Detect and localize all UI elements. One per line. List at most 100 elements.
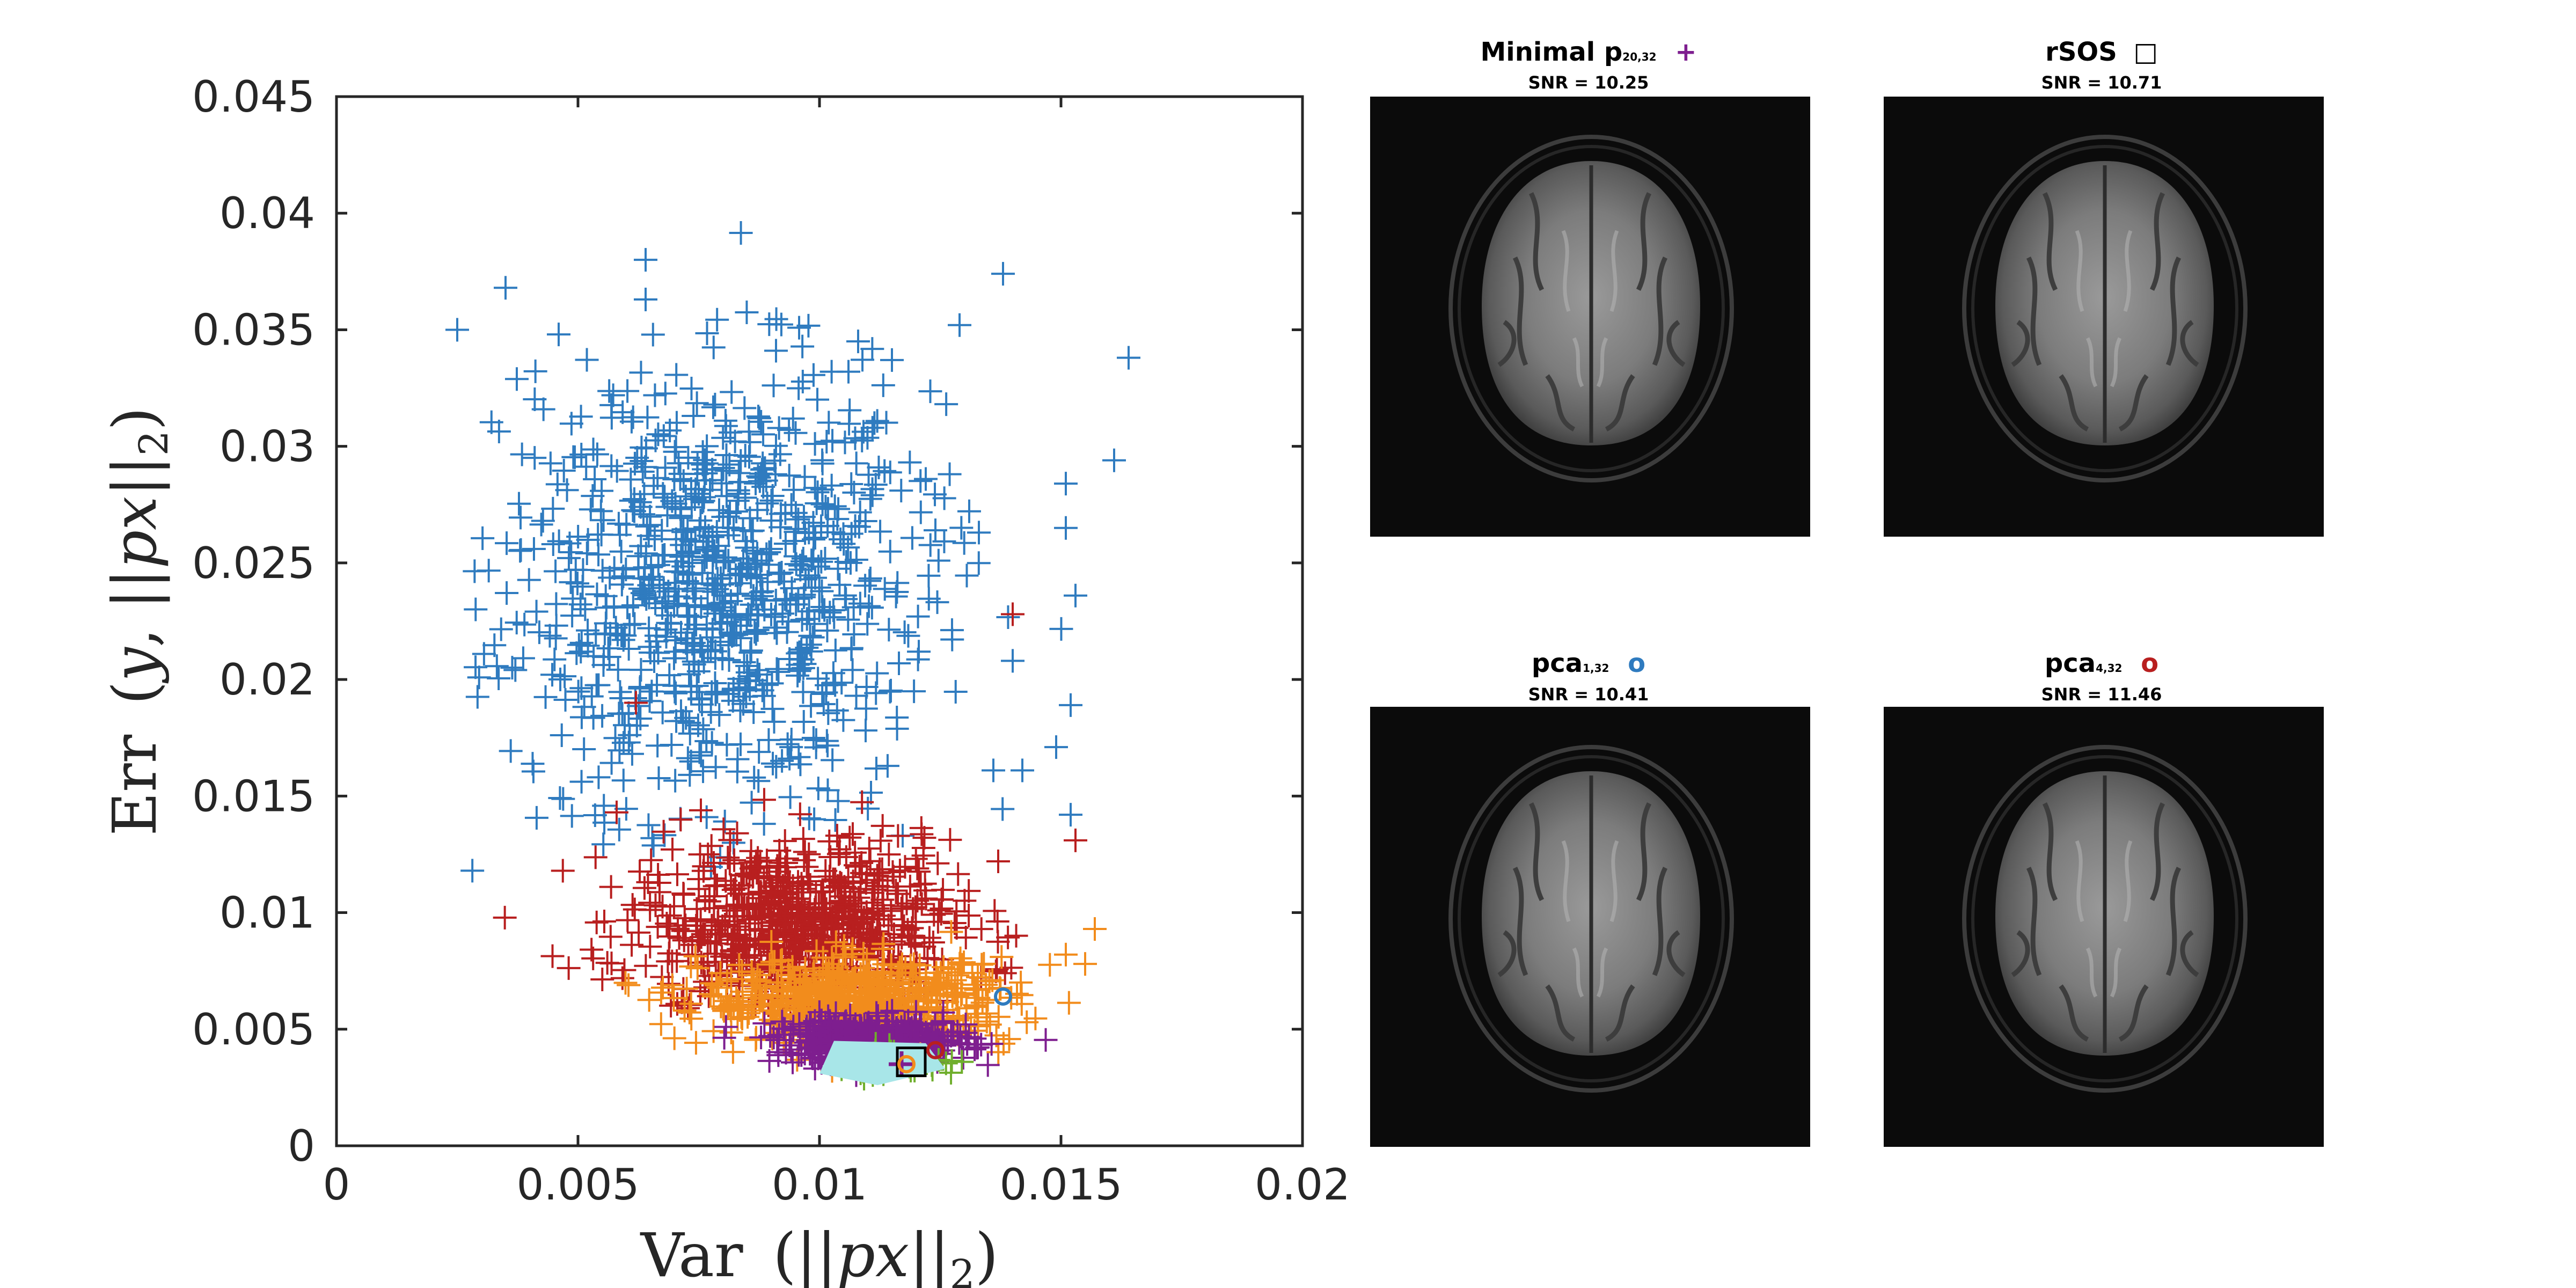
data-point — [752, 788, 776, 812]
data-point — [885, 971, 910, 995]
data-point — [803, 566, 828, 590]
data-point — [870, 814, 895, 838]
data-point — [931, 1000, 955, 1024]
data-point — [464, 655, 488, 679]
orange-circle-marker — [897, 1055, 916, 1073]
data-point — [794, 1018, 818, 1042]
data-point — [1038, 953, 1062, 977]
data-point — [875, 875, 899, 899]
data-point — [445, 318, 469, 342]
data-point — [1059, 693, 1082, 717]
data-point — [613, 713, 637, 737]
data-point — [634, 954, 658, 978]
data-point — [538, 624, 562, 648]
data-point — [868, 519, 892, 544]
data-point — [731, 518, 755, 543]
data-point — [637, 988, 661, 1012]
data-point — [759, 488, 784, 513]
data-point — [793, 840, 817, 864]
data-point — [750, 548, 774, 573]
data-point — [976, 1053, 1000, 1077]
data-point — [833, 892, 858, 917]
y-tick-label: 0.015 — [192, 771, 315, 821]
data-point — [902, 1013, 926, 1037]
data-point — [788, 802, 812, 826]
data-point — [632, 876, 656, 900]
data-point — [807, 598, 831, 623]
data-point — [967, 521, 991, 545]
circle-symbol-icon: o — [1628, 648, 1645, 678]
data-point — [649, 1012, 673, 1036]
data-point — [635, 515, 659, 539]
data-point — [494, 276, 517, 300]
data-point — [778, 785, 802, 809]
data-point — [909, 500, 933, 524]
data-point — [727, 953, 751, 977]
data-point — [775, 732, 800, 756]
data-point — [716, 548, 741, 573]
data-point — [888, 859, 912, 883]
data-point — [879, 678, 903, 702]
data-point — [667, 584, 691, 609]
data-point — [638, 635, 662, 659]
data-point — [1059, 803, 1082, 827]
data-point — [650, 700, 675, 724]
data-point — [663, 559, 687, 583]
data-point — [854, 697, 878, 721]
data-point — [611, 400, 635, 425]
data-point — [824, 930, 848, 954]
data-point — [643, 383, 667, 407]
data-point — [581, 484, 605, 508]
data-point — [599, 875, 623, 899]
data-point — [717, 648, 741, 672]
data-point — [747, 881, 771, 905]
data-point — [677, 605, 701, 629]
data-point — [746, 846, 770, 870]
data-point — [728, 470, 752, 494]
data-point — [726, 747, 750, 771]
data-point — [581, 437, 605, 462]
data-point — [646, 422, 670, 447]
data-point — [636, 813, 661, 837]
data-point — [685, 391, 709, 415]
x-tick-label: 0 — [323, 1160, 350, 1210]
data-point — [638, 513, 662, 537]
data-point — [776, 866, 800, 890]
data-point — [760, 671, 784, 696]
data-point — [592, 645, 616, 669]
data-point — [792, 505, 816, 529]
data-point — [906, 647, 930, 671]
data-point — [719, 998, 743, 1022]
panel-title: pca4,32 o — [2045, 648, 2158, 678]
data-point — [467, 665, 491, 690]
data-point — [860, 337, 884, 361]
data-point — [590, 559, 614, 583]
data-point — [733, 675, 757, 699]
data-point — [743, 620, 767, 644]
data-point — [926, 965, 950, 990]
data-point — [972, 952, 996, 976]
data-point — [664, 709, 689, 733]
data-point — [872, 952, 896, 976]
data-point — [820, 946, 844, 970]
data-point — [557, 956, 581, 980]
data-point — [701, 395, 725, 419]
data-point — [752, 1011, 777, 1035]
data-point — [906, 604, 930, 628]
data-point — [917, 564, 941, 588]
data-point — [898, 450, 922, 474]
data-point — [653, 382, 677, 406]
data-point — [655, 503, 679, 528]
data-point — [778, 592, 802, 617]
data-point — [603, 726, 627, 750]
data-point — [957, 499, 981, 523]
data-point — [828, 573, 852, 597]
data-point — [982, 758, 1005, 782]
rsos-marker — [896, 1046, 927, 1078]
data-point — [500, 656, 524, 680]
data-point — [664, 681, 688, 705]
data-point — [669, 808, 693, 832]
data-point — [796, 564, 821, 588]
data-point — [489, 617, 513, 641]
data-point — [504, 611, 529, 635]
